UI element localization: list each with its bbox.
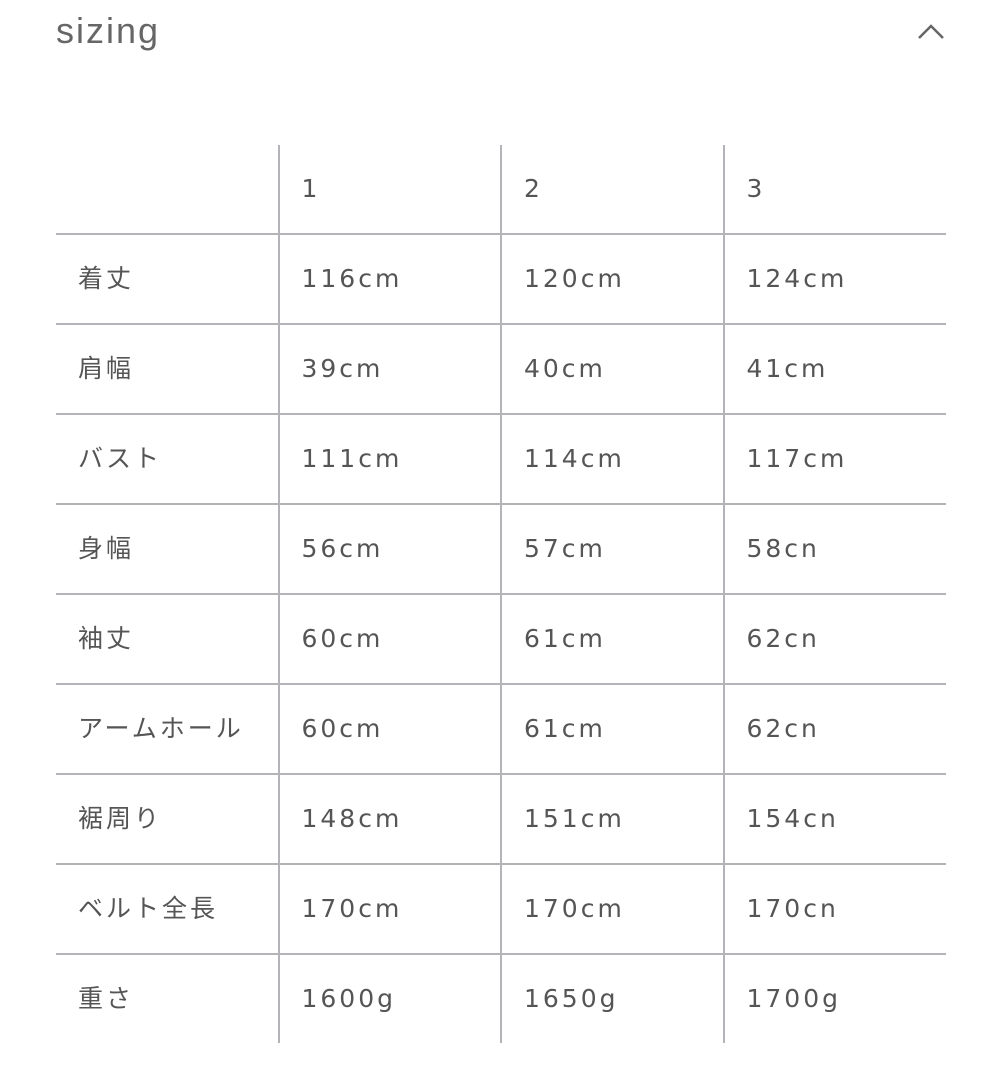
table-row: 着丈 116cm 120cm 124cm — [56, 234, 946, 325]
size-value: 111cm — [277, 414, 501, 505]
size-value: 56cm — [277, 504, 501, 595]
column-header: 2 — [500, 145, 724, 235]
table-row: バスト 111cm 114cm 117cm — [56, 414, 946, 505]
column-header — [56, 145, 279, 235]
row-label: ベルト全長 — [56, 864, 279, 955]
row-label: 重さ — [78, 983, 135, 1013]
table-row: 袖丈 60cm 61cm 62cn — [56, 594, 946, 685]
size-value: 39cm — [277, 324, 501, 415]
size-value: 1700g — [722, 954, 946, 1043]
row-label: 着丈 — [56, 234, 279, 325]
size-value: 148cm — [277, 774, 501, 865]
column-header: 1 — [277, 145, 501, 235]
size-value: 120cm — [500, 234, 724, 325]
size-value: 151cm — [500, 774, 724, 865]
size-value: 116cm — [277, 234, 501, 325]
size-value: 117cm — [722, 414, 946, 505]
size-value: 170cm — [277, 864, 501, 955]
size-value: 61cm — [500, 594, 724, 685]
row-label: 肩幅 — [56, 324, 279, 415]
size-value: 62cn — [722, 684, 946, 775]
table-row: 裾周り 148cm 151cm 154cn — [56, 774, 946, 865]
size-value: 114cm — [500, 414, 724, 505]
size-value: 170cn — [722, 864, 946, 955]
table-row: ベルト全長 170cm 170cm 170cn — [56, 864, 946, 955]
row-label: 身幅 — [56, 504, 279, 595]
size-table: 1 2 3 着丈 116cm 120cm 124cm 肩幅 39cm 40cm 41cm バスト 111… — [56, 145, 946, 1043]
size-value: 1600g — [277, 954, 501, 1043]
table-row: アームホール 60cm 61cm 62cn — [56, 684, 946, 775]
chevron-up-icon — [918, 24, 944, 39]
size-value: 57cm — [500, 504, 724, 595]
size-value: 154cn — [722, 774, 946, 865]
table-row: 重さ 1600g 1650g 1700g — [56, 954, 946, 1043]
size-value: 124cm — [722, 234, 946, 325]
section-title: sizing — [56, 10, 161, 51]
size-value: 1650g — [500, 954, 724, 1043]
size-value: 40cm — [500, 324, 724, 415]
size-value: 60cm — [277, 594, 501, 685]
row-label: バスト — [56, 414, 279, 505]
collapse-toggle-button[interactable] — [916, 22, 946, 42]
size-value: 60cm — [277, 684, 501, 775]
column-header: 3 — [722, 145, 946, 235]
row-label: アームホール — [56, 684, 279, 775]
row-label: 袖丈 — [56, 594, 279, 685]
size-value: 170cm — [500, 864, 724, 955]
table-row: 身幅 56cm 57cm 58cn — [56, 504, 946, 595]
table-row: 肩幅 39cm 40cm 41cm — [56, 324, 946, 415]
size-value: 58cn — [722, 504, 946, 595]
size-value: 61cm — [500, 684, 724, 775]
row-label: 裾周り — [56, 774, 279, 865]
size-value: 62cn — [722, 594, 946, 685]
size-value: 41cm — [722, 324, 946, 415]
